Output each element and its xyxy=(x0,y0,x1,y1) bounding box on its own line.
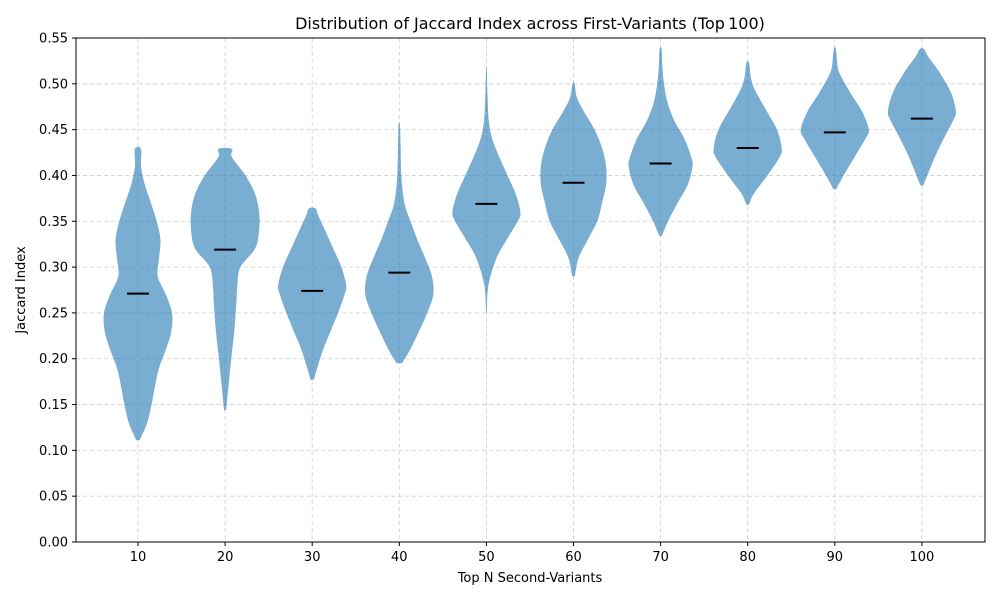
violin-layer xyxy=(103,46,956,441)
violin-90 xyxy=(800,46,869,190)
x-tick-label: 50 xyxy=(478,550,495,565)
y-tick-label: 0.40 xyxy=(39,169,68,184)
y-tick-label: 0.35 xyxy=(39,215,68,230)
y-tick-label: 0.45 xyxy=(39,123,68,138)
x-tick-label: 30 xyxy=(304,550,321,565)
y-tick-label: 0.55 xyxy=(39,32,68,47)
y-tick-label: 0.30 xyxy=(39,261,68,276)
x-tick-label: 40 xyxy=(391,550,408,565)
plot-frame xyxy=(75,37,986,543)
y-tick-label: 0.10 xyxy=(39,444,68,459)
violin-40 xyxy=(364,122,434,364)
violin-30 xyxy=(278,207,347,380)
x-axis-label: Top N Second-Variants xyxy=(457,571,603,586)
violin-20 xyxy=(190,147,260,411)
x-tick-label: 80 xyxy=(739,550,756,565)
chart-title: Distribution of Jaccard Index across Fir… xyxy=(295,14,765,33)
x-tick-label: 20 xyxy=(217,550,234,565)
x-tick-label: 90 xyxy=(827,550,844,565)
violin-50 xyxy=(452,66,521,313)
y-tick-label: 0.25 xyxy=(39,306,68,321)
x-tick-label: 10 xyxy=(130,550,147,565)
y-tick-label: 0.05 xyxy=(39,490,68,505)
y-tick-label: 0.20 xyxy=(39,352,68,367)
violin-60 xyxy=(540,82,607,277)
y-axis-label: Jaccard Index xyxy=(14,246,29,335)
violin-80 xyxy=(713,61,782,205)
axis-layer: 0.00 0.05 0.10 0.15 0.20 0.25 0.30 0.35 0.40 0.45… xyxy=(39,32,986,565)
violin-100 xyxy=(887,48,956,186)
x-tick-label: 100 xyxy=(909,550,934,565)
x-tick-label: 60 xyxy=(565,550,582,565)
y-tick-label: 0.15 xyxy=(39,398,68,413)
y-tick-label: 0.50 xyxy=(39,77,68,92)
x-tick-label: 70 xyxy=(652,550,669,565)
y-tick-label: 0.00 xyxy=(39,536,68,551)
violin-70 xyxy=(628,46,693,236)
